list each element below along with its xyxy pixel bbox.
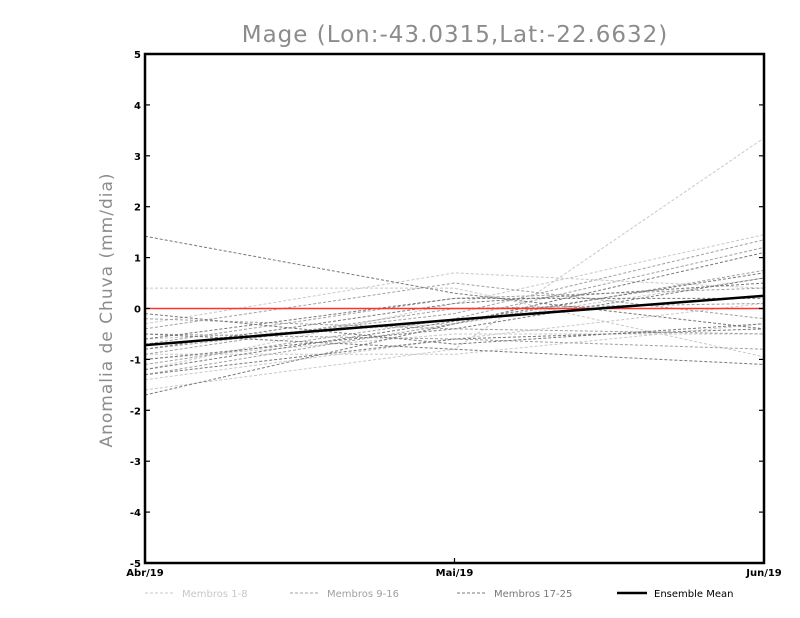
- y-axis-label: Anomalia de Chuva (mm/dia): [97, 172, 117, 447]
- legend-label-4: Ensemble Mean: [654, 589, 733, 600]
- member-series-line-18: [144, 252, 765, 396]
- chart-title: Mage (Lon:-43.0315,Lat:-22.6632): [242, 22, 669, 48]
- plot-area: -5 -4 -3 -2 -1 0 1 2 3 4 5 Abr/19 Mai/19 Jun/19: [126, 50, 782, 579]
- member-series-line-19: [144, 272, 765, 371]
- member-series-line-20: [144, 333, 765, 365]
- member-series-line-21: [144, 277, 765, 360]
- y-tick-label: -1: [130, 355, 141, 366]
- ensemble-mean-line: [144, 294, 765, 347]
- legend-label-1: Membros 1-8: [182, 589, 248, 600]
- member-series-line-6: [144, 333, 764, 360]
- y-tick-label: 3: [134, 152, 141, 163]
- legend-label-2: Membros 9-16: [327, 589, 399, 600]
- y-tick-label: 2: [134, 203, 141, 214]
- x-tick-label: Jun/19: [745, 568, 782, 579]
- y-tick-label: 0: [134, 305, 141, 316]
- y-tick-label: -3: [130, 457, 141, 468]
- member-series-line-17: [144, 235, 765, 330]
- x-tick-label: Mai/19: [436, 568, 474, 579]
- y-tick-label: -2: [130, 406, 141, 417]
- member-series-line-11: [144, 282, 765, 330]
- y-tick-label: 1: [134, 254, 141, 265]
- member-series-line-22: [144, 313, 765, 345]
- y-tick-label: -5: [130, 559, 141, 570]
- y-tick-label: 4: [134, 101, 141, 112]
- member-series-line-15: [144, 333, 765, 350]
- member-series-line-7: [144, 272, 765, 325]
- y-tick-label: -4: [130, 508, 141, 519]
- legend-label-3: Membros 17-25: [494, 589, 572, 600]
- y-tick-label: 5: [134, 50, 141, 61]
- member-series-line-23: [144, 282, 765, 350]
- member-series-line-9: [144, 239, 765, 350]
- member-series-line-25: [144, 297, 764, 340]
- legend: Membros 1-8 Membros 9-16 Membros 17-25 Ense…: [145, 589, 733, 600]
- member-series-line-24: [144, 328, 765, 376]
- x-tick-label: Abr/19: [126, 568, 163, 579]
- member-series-line-1: [144, 137, 765, 391]
